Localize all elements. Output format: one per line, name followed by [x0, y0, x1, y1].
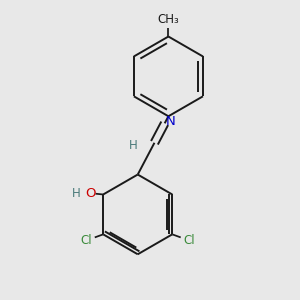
Text: Cl: Cl	[183, 234, 195, 247]
Text: Cl: Cl	[80, 234, 92, 247]
Text: CH₃: CH₃	[158, 13, 179, 26]
Text: N: N	[166, 115, 176, 128]
Text: H: H	[129, 139, 137, 152]
Text: O: O	[85, 187, 95, 200]
Text: H: H	[72, 187, 81, 200]
